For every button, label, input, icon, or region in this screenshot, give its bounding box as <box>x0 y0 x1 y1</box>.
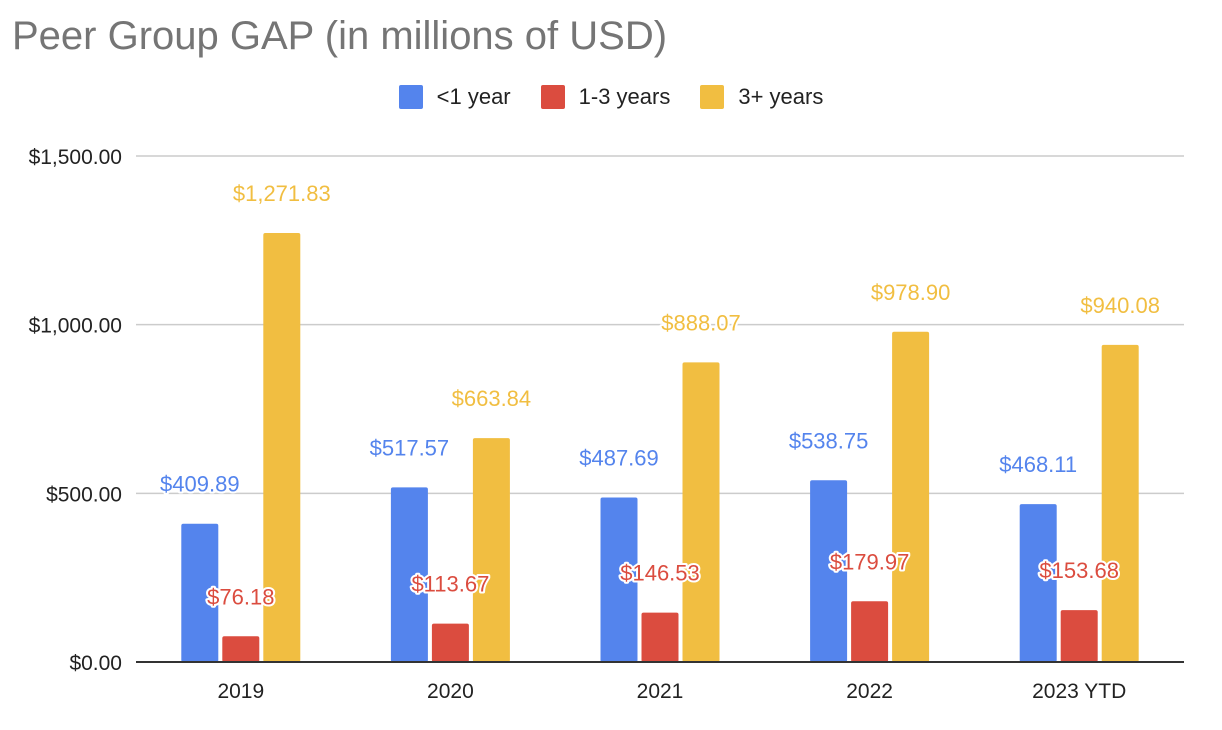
bar[interactable] <box>892 331 930 662</box>
legend-swatch-3plus <box>700 85 725 109</box>
bar[interactable] <box>431 623 469 662</box>
bar[interactable] <box>1060 610 1098 662</box>
legend-label-lt1: <1 year <box>436 84 511 109</box>
legend-item-1to3[interactable]: 1-3 years <box>540 84 671 110</box>
data-label: $179.97 <box>830 549 910 574</box>
bar[interactable] <box>851 601 889 662</box>
x-tick-label: 2020 <box>427 680 474 703</box>
x-tick-label: 2021 <box>637 680 684 703</box>
data-label: $940.08 <box>1080 293 1160 318</box>
data-label: $113.67 <box>411 572 489 597</box>
legend-label-3plus: 3+ years <box>738 84 824 109</box>
data-label: $409.89 <box>160 472 240 497</box>
bar[interactable] <box>600 497 638 662</box>
data-label: $517.57 <box>370 435 450 460</box>
data-label: $487.69 <box>579 445 659 470</box>
data-label: $1,271.83 <box>233 181 331 206</box>
bar[interactable] <box>472 438 510 662</box>
data-label: $153.68 <box>1039 558 1119 583</box>
y-tick-label: $1,000.00 <box>29 315 122 338</box>
y-tick-label: $1,500.00 <box>29 146 122 169</box>
bar[interactable] <box>181 523 219 662</box>
legend-swatch-lt1 <box>398 85 423 109</box>
data-label: $888.07 <box>661 310 741 335</box>
bar[interactable] <box>1101 344 1139 662</box>
bar[interactable] <box>263 232 301 662</box>
chart-title: Peer Group GAP (in millions of USD) <box>12 14 668 58</box>
y-tick-label: $500.00 <box>46 483 122 506</box>
data-label: $76.18 <box>207 584 274 609</box>
bar[interactable] <box>390 487 428 662</box>
data-label: $146.53 <box>620 561 700 586</box>
bar[interactable] <box>810 480 848 662</box>
data-label: $468.11 <box>999 452 1077 477</box>
legend: <1 year 1-3 years 3+ years <box>0 84 1222 110</box>
y-tick-label: $0.00 <box>69 652 122 675</box>
data-label: $663.84 <box>452 386 532 411</box>
legend-item-lt1[interactable]: <1 year <box>398 84 511 110</box>
legend-swatch-1to3 <box>540 85 565 109</box>
bar[interactable] <box>222 636 260 662</box>
bar[interactable] <box>641 612 679 662</box>
legend-label-1to3: 1-3 years <box>578 84 671 109</box>
x-tick-label: 2023 YTD <box>1032 680 1126 703</box>
data-label: $978.90 <box>871 280 951 305</box>
bar[interactable] <box>682 362 720 662</box>
bar[interactable] <box>1019 504 1057 662</box>
x-tick-label: 2019 <box>217 680 264 703</box>
x-tick-label: 2022 <box>846 680 893 703</box>
data-label: $538.75 <box>789 428 869 453</box>
legend-item-3plus[interactable]: 3+ years <box>700 84 823 110</box>
